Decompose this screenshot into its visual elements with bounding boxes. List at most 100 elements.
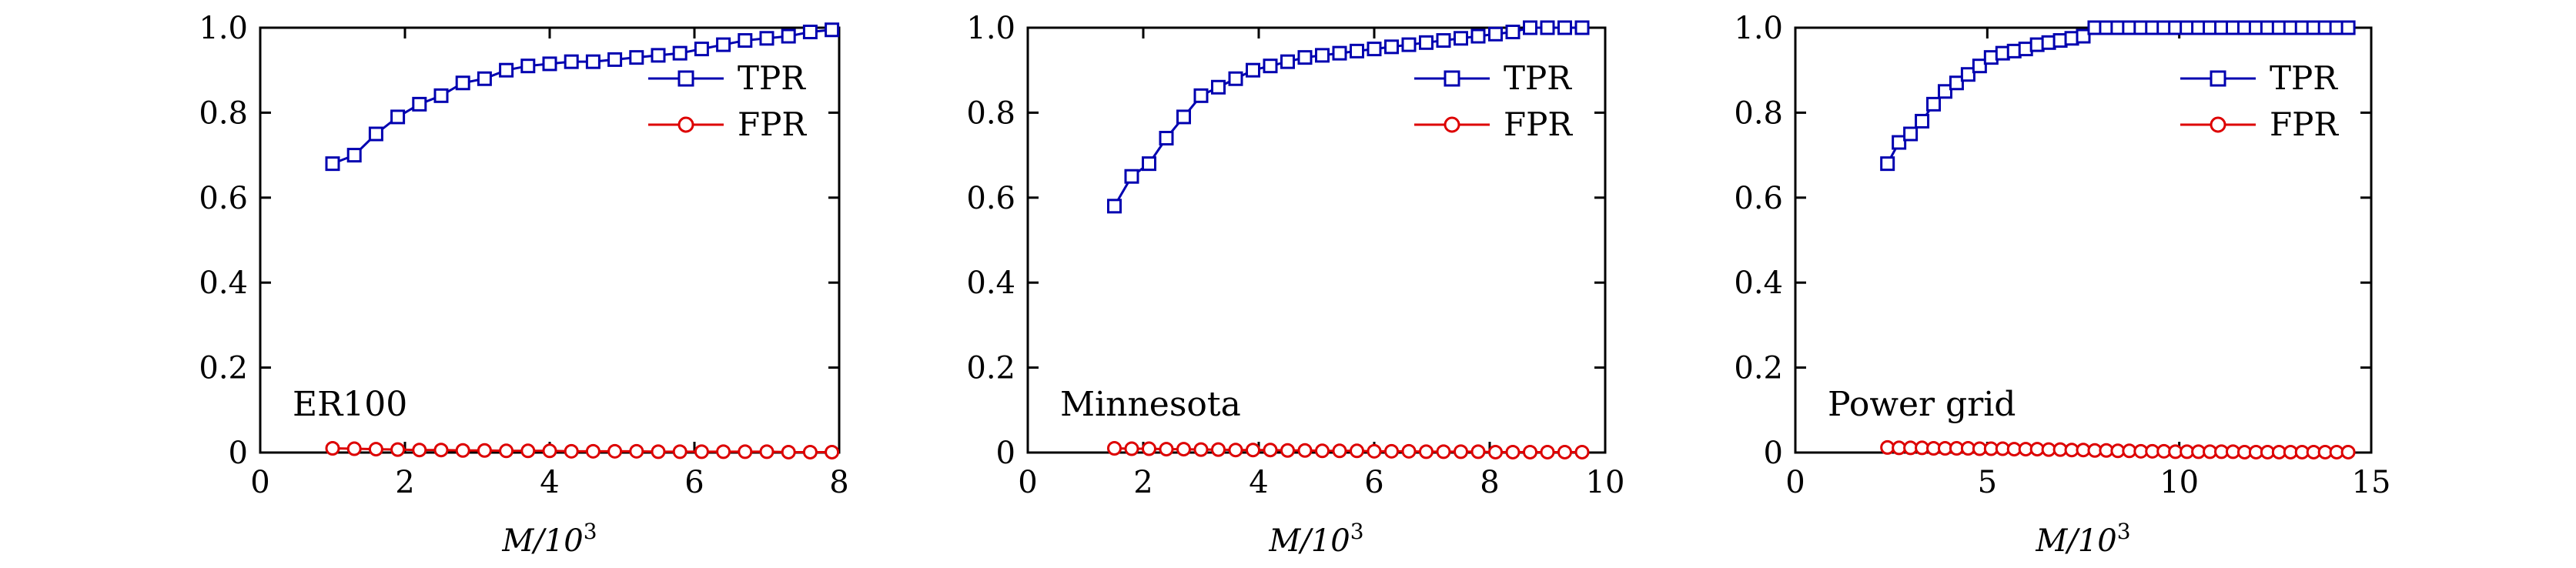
data-point-tpr <box>1436 33 1451 48</box>
legend-marker-tpr <box>2210 70 2226 87</box>
data-point-fpr <box>1211 442 1226 457</box>
data-point-fpr <box>629 443 644 459</box>
legend-marker-tpr <box>1444 70 1460 87</box>
data-point-tpr <box>1211 79 1226 95</box>
legend-marker-fpr <box>677 116 694 133</box>
data-point-tpr <box>520 58 536 74</box>
data-point-fpr <box>607 443 623 459</box>
data-point-fpr <box>1193 442 1209 457</box>
data-point-fpr <box>2340 444 2356 459</box>
y-tick-label: 0.6 <box>199 181 248 216</box>
data-point-fpr <box>1297 443 1313 458</box>
data-point-tpr <box>1280 54 1295 69</box>
data-point-tpr <box>1228 71 1243 86</box>
data-point-tpr <box>499 62 514 78</box>
data-point-fpr <box>1280 443 1295 458</box>
data-point-fpr <box>781 444 796 459</box>
x-axis-label-var: M/10 <box>1268 523 1350 559</box>
data-point-tpr <box>1470 28 1486 44</box>
data-point-tpr <box>1142 156 1156 172</box>
data-point-tpr <box>542 56 557 72</box>
data-point-tpr <box>738 33 753 48</box>
data-point-fpr <box>716 444 731 459</box>
data-point-tpr <box>1949 75 1964 91</box>
x-tick-label: 10 <box>1586 465 1625 500</box>
x-tick-label: 4 <box>1249 465 1268 500</box>
data-point-tpr <box>2076 28 2091 44</box>
data-point-tpr <box>1297 50 1313 65</box>
data-point-tpr <box>412 96 427 112</box>
data-point-tpr <box>564 54 579 69</box>
data-point-fpr <box>542 443 557 459</box>
data-point-tpr <box>2340 20 2356 35</box>
y-tick-label: 0.4 <box>1734 266 1783 301</box>
data-point-fpr <box>1470 444 1486 459</box>
legend-label-tpr: TPR <box>2270 59 2338 97</box>
data-point-tpr <box>1574 20 1590 35</box>
data-point-fpr <box>1124 441 1139 456</box>
data-point-tpr <box>607 52 623 67</box>
x-tick-label: 10 <box>2159 465 2199 500</box>
y-tick-label: 0.2 <box>1734 351 1783 386</box>
data-point-fpr <box>1107 440 1122 456</box>
panel-label: ER100 <box>293 385 407 424</box>
data-point-fpr <box>672 444 687 459</box>
data-point-fpr <box>759 444 774 459</box>
data-point-fpr <box>1505 444 1521 459</box>
data-point-tpr <box>585 54 601 69</box>
x-tick-label: 6 <box>1364 465 1383 500</box>
data-point-tpr <box>781 28 796 44</box>
x-tick-label: 0 <box>250 465 269 500</box>
series-fpr <box>1107 440 1590 459</box>
legend-label-fpr: FPR <box>1504 105 1573 143</box>
y-tick-label: 0.6 <box>966 181 1015 216</box>
data-point-tpr <box>1926 96 1942 112</box>
data-point-tpr <box>651 48 666 63</box>
data-point-tpr <box>802 25 818 40</box>
legend: TPR FPR <box>2180 59 2339 143</box>
data-point-fpr <box>1367 443 1382 459</box>
data-point-tpr <box>1557 20 1572 35</box>
legend-label-tpr: TPR <box>738 59 806 97</box>
data-point-tpr <box>1176 109 1191 125</box>
x-axis-label: M/103 <box>501 519 597 559</box>
y-tick-label: 0.4 <box>966 266 1015 301</box>
data-point-tpr <box>1523 20 1537 35</box>
data-point-tpr <box>1315 48 1330 63</box>
data-point-fpr <box>564 443 579 459</box>
legend: TPR FPR <box>1414 59 1573 143</box>
y-tick-label: 0.8 <box>199 95 248 131</box>
y-tick-label: 0 <box>1764 436 1783 471</box>
data-point-tpr <box>346 148 362 163</box>
y-tick-label: 1.0 <box>199 11 248 46</box>
x-tick-label: 8 <box>1480 465 1499 500</box>
x-axis-label-exponent: 3 <box>1350 519 1364 544</box>
data-point-tpr <box>694 42 709 57</box>
y-tick-label: 0.6 <box>1734 181 1783 216</box>
series-line-fpr <box>1114 446 1582 453</box>
data-point-tpr <box>629 50 644 65</box>
data-point-fpr <box>368 442 383 457</box>
legend-marker-fpr <box>1444 116 1460 133</box>
data-point-fpr <box>1228 443 1243 458</box>
series-line-tpr <box>1113 26 1582 207</box>
x-tick-label: 0 <box>1785 465 1805 500</box>
legend-label-fpr: FPR <box>2270 105 2339 143</box>
x-axis-label: M/103 <box>1268 519 1363 559</box>
series-fpr <box>1880 439 2356 459</box>
data-point-tpr <box>1401 37 1417 52</box>
data-point-fpr <box>1263 443 1278 458</box>
y-tick-label: 0 <box>996 436 1015 471</box>
panel-label: Power grid <box>1828 385 2016 424</box>
data-point-tpr <box>1892 135 1907 150</box>
data-point-fpr <box>1436 444 1451 459</box>
data-point-tpr <box>1880 156 1895 172</box>
data-point-tpr <box>477 71 492 86</box>
series-fpr <box>325 440 840 459</box>
data-point-fpr <box>1384 443 1399 459</box>
legend-marker-tpr <box>677 70 694 87</box>
data-point-tpr <box>1540 20 1555 35</box>
data-point-tpr <box>1937 84 1952 99</box>
data-point-fpr <box>585 443 601 459</box>
data-point-fpr <box>1454 444 1468 459</box>
